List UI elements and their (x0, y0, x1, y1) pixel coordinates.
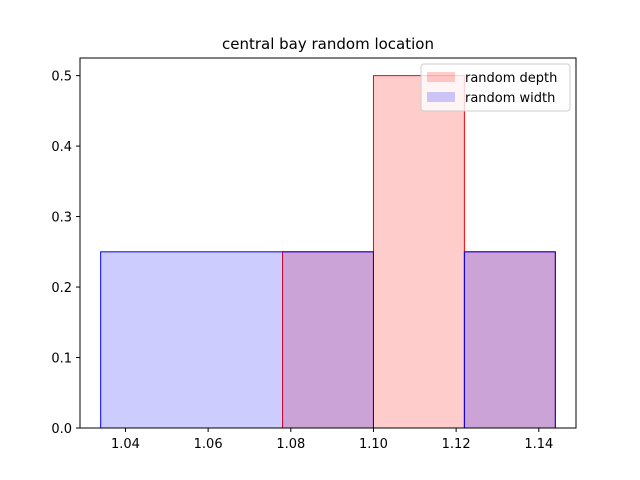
x-tick-label: 1.08 (276, 437, 305, 452)
bar-depth-2 (463, 251, 556, 429)
y-tick-label: 0.5 (51, 70, 72, 85)
x-tick-label: 1.10 (359, 437, 388, 452)
plot-area (100, 75, 556, 429)
y-tick-label: 0.4 (51, 140, 72, 155)
axes-frame (79, 57, 577, 429)
y-tick-label: 0.0 (51, 422, 72, 437)
legend-label: random width (465, 91, 555, 106)
x-tick-label: 1.06 (194, 437, 223, 452)
y-tick-label: 0.2 (51, 281, 72, 296)
bar-width-0 (100, 251, 374, 429)
legend: random depth random width (420, 63, 571, 112)
bar-width-2 (463, 251, 556, 429)
legend-label: random depth (465, 71, 557, 86)
x-tick-label: 1.04 (111, 437, 140, 452)
legend-box (420, 63, 571, 112)
y-tick-label: 0.1 (51, 352, 72, 367)
x-tick-label: 1.14 (524, 437, 553, 452)
axes: 1.04 1.06 1.08 1.10 1.12 1.14 0.0 0.1 0.2 0.3 0.4 0… (51, 57, 577, 452)
bar-depth-1 (372, 75, 465, 429)
y-tick-label: 0.3 (51, 211, 72, 226)
bar-depth-0 (282, 251, 374, 429)
x-tick-label: 1.12 (442, 437, 471, 452)
legend-swatch (427, 72, 455, 82)
chart-title: central bay random location (222, 35, 434, 53)
legend-swatch (427, 92, 455, 102)
